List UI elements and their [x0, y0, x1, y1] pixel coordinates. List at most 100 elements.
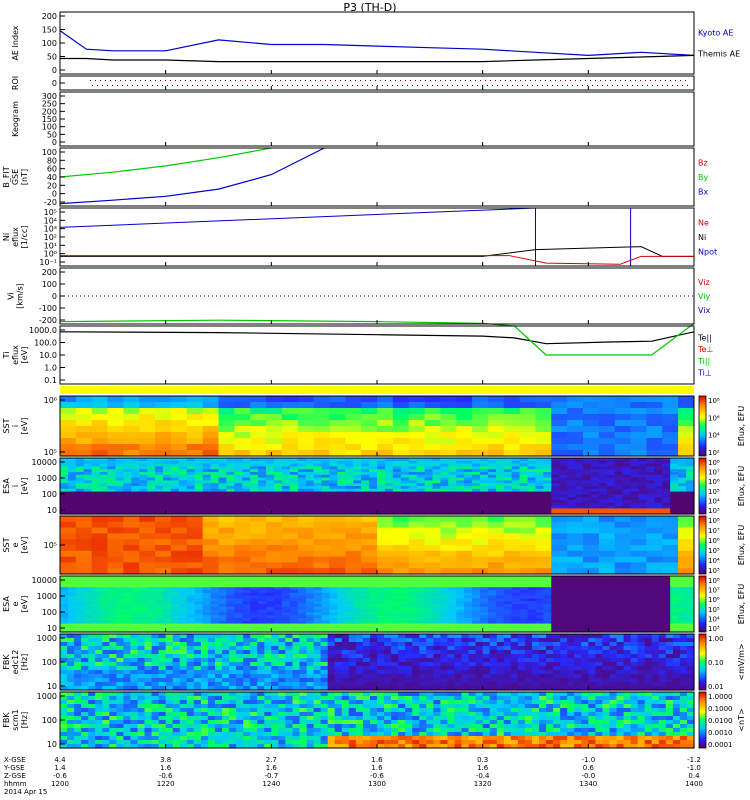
sst2-ylabel-line: SST: [2, 537, 11, 552]
x-tick-label: -0.0: [581, 772, 595, 780]
ni-legend-item: Ni: [698, 233, 706, 242]
sst1-ylabel: SST i [eV]: [2, 418, 29, 435]
sst1-tick-label: 10⁶: [44, 396, 57, 405]
x-tick-label: 1.6: [477, 764, 489, 772]
colorbar-gradient: [698, 515, 707, 575]
esa2-spectrogram: [60, 576, 695, 633]
esa1-tick-label: 100: [42, 490, 57, 499]
esa2-ylabel: ESA e [eV]: [2, 596, 29, 613]
vi-ylabel: Vi [km/s]: [7, 283, 25, 309]
bfit-tick-label: 80: [47, 156, 57, 165]
x-tick-label: 1240: [262, 780, 280, 788]
vi-ylabel-line: Vi: [7, 292, 16, 300]
fbk2-ylabel: FBK scm1 [Hz]: [2, 709, 29, 730]
vi-tick-label: 0: [52, 292, 57, 301]
esa1-ylabel-line: [eV]: [20, 478, 29, 495]
ni-tick-label: 10¹: [44, 241, 57, 250]
fbk1-tick-label: 10: [47, 682, 57, 691]
colorbar-gradient: [698, 575, 707, 633]
esa2-ylabel-line: [eV]: [20, 596, 29, 613]
vi-tick-label: -100: [39, 304, 57, 313]
colorbar-tick-label: 10⁴: [708, 557, 720, 565]
colorbar-tick-label: 1.0000: [708, 693, 733, 701]
cb1: 10⁸ 10⁶ 10⁴ 10² Eflux, EFU: [698, 395, 746, 457]
keo-tick-label: 50: [47, 130, 57, 139]
bfit-tick-label: 20: [47, 181, 57, 190]
series-line-ne: [60, 255, 694, 265]
ni-legend-item: Ne: [698, 219, 709, 228]
date-label: 2014 Apr 15: [4, 788, 47, 796]
fbk2-tick-label: 1000: [37, 692, 57, 701]
colorbar-tick-label: 10⁸: [708, 397, 720, 405]
spectrogram-layer: [60, 386, 695, 749]
colorbar-tick-label: 0.0100: [708, 717, 733, 725]
fbk1-ylabel-line: FBK: [2, 654, 11, 670]
x-tick-label: -0.6: [53, 772, 67, 780]
x-tick-label: -0.6: [159, 772, 173, 780]
series-line-te-: [59, 331, 695, 345]
keo-tick-label: 100: [42, 123, 57, 132]
ni-ylabel-line: eflux: [11, 227, 20, 247]
ae-legend-item: Themis AE: [697, 49, 740, 58]
ti-legend-item: Ti⊥: [697, 368, 712, 377]
x-tick-label: 0.6: [583, 764, 595, 772]
series-line-ti-: [59, 319, 695, 356]
x-tick-label: 1320: [474, 780, 492, 788]
ni-ylabel: Ni eflux [1/cc]: [2, 226, 29, 249]
x-row-label: Z-GSE: [4, 772, 26, 780]
ti-tick-label: 0.1: [44, 376, 57, 385]
ni-tick-label: 10⁰: [44, 250, 57, 259]
ti-ylabel-line: [eV]: [20, 347, 29, 364]
ae-ylabel: AE Index: [11, 25, 20, 60]
ae-legend-item: Kyoto AE: [698, 29, 733, 38]
ti-legend-item: Te⊥: [697, 345, 713, 354]
esa2-ylabel-line: ESA: [2, 596, 11, 612]
sst2-ylabel-line: [eV]: [20, 537, 29, 554]
bfit-ylabel-line: [nT]: [20, 169, 29, 185]
colorbar-gradient: [698, 691, 707, 749]
esa1-tick-label: 1000: [37, 474, 57, 483]
ae-lines: [59, 30, 695, 63]
bfit-tick-label: 40: [47, 173, 57, 182]
roi-dots: [90, 80, 688, 86]
esa1-spectrogram: [60, 458, 695, 515]
bfit-lines: [59, 147, 325, 205]
bfit-tick-label: 0: [52, 190, 57, 199]
fbk1-spectrogram: [60, 634, 695, 691]
x-axis: X-GSEY-GSEZ-GSEhhmm4.41.4-0.612003.81.6-…: [3, 756, 703, 796]
x-tick-label: 3.8: [160, 756, 171, 764]
ti-lines: [59, 319, 695, 356]
vi-legend-item: Viz: [698, 278, 710, 287]
bfit-ylabel: B_FIT GSE [nT]: [2, 166, 29, 187]
sst1-tick-label: 10⁵: [44, 448, 57, 457]
colorbar-tick-label: 0.0001: [708, 741, 733, 749]
cb3: 10⁸ 10⁷ 10⁶ 10⁵ 10⁴ 10³ Eflux, EFU: [698, 515, 746, 575]
ni-ylabel-line: [1/cc]: [20, 226, 29, 249]
keo-tick-label: 150: [42, 115, 57, 124]
line-series-layer: [59, 30, 695, 356]
ti-ylabel-line: eflux: [11, 345, 20, 365]
sst1-ylabel-line: SST: [2, 418, 11, 433]
colorbar-gradient: [698, 395, 707, 457]
ae-tick-label: 200: [42, 12, 57, 21]
esa2-tick-label: 1000: [37, 592, 57, 601]
ni-frame: [59, 207, 695, 267]
colorbar-tick-label: 1.00: [708, 635, 724, 643]
ae-ylabel-line: AE Index: [11, 25, 20, 60]
fbk2-tick-label: 10: [47, 740, 57, 749]
x-row-label: X-GSE: [4, 756, 26, 764]
vi-legend-item: Viy: [698, 292, 711, 301]
colorbar-label: <nT>: [737, 708, 746, 731]
bfit-tick-label: 100: [42, 148, 57, 157]
colorbar-tick-label: 10⁵: [708, 488, 720, 496]
vi-tick-label: -200: [39, 316, 57, 325]
ni-tick-label: 10²: [44, 233, 57, 242]
x-tick-label: -0.6: [370, 772, 384, 780]
keo-ylabel-line: Keogram: [11, 101, 20, 137]
x-tick-label: -1.0: [581, 756, 595, 764]
x-tick-label: 1340: [579, 780, 597, 788]
colorbar-label: Eflux, EFU: [737, 466, 746, 507]
sst1-ylabel-line: [eV]: [20, 418, 29, 435]
